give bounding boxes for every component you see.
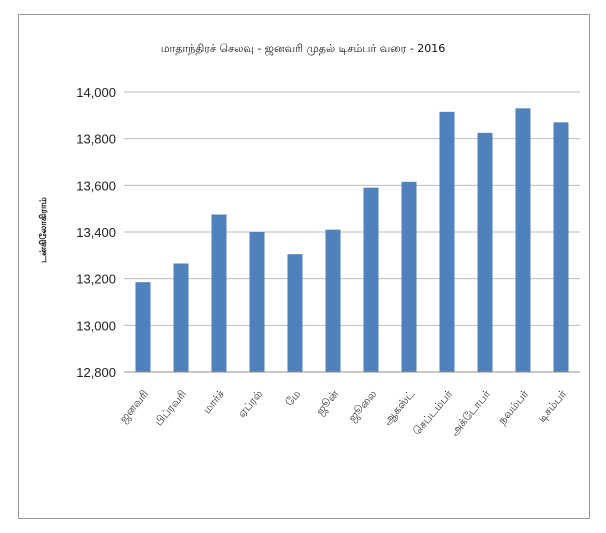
- y-axis-label: டன்கிலோகிராம்: [38, 197, 49, 263]
- bar: [287, 254, 303, 372]
- x-tick-label: டிசம்பர்: [535, 387, 569, 424]
- bar: [173, 263, 189, 372]
- chart-title: மாதாந்திரச் செலவு - ஜனவரி முதல் டிசம்பர்…: [161, 42, 446, 56]
- bar: [135, 282, 151, 372]
- bar: [249, 232, 265, 372]
- x-tick-label: ஏப்ரல்: [235, 388, 265, 421]
- bars: [135, 108, 569, 372]
- bar: [325, 229, 341, 372]
- chart-frame: [18, 14, 590, 519]
- bar: [401, 181, 417, 372]
- bar: [439, 111, 455, 372]
- y-axis-ticks: 12,800 13,000 13,200 13,400 13,600 13,800 14,0…: [76, 85, 116, 380]
- x-tick-label: ஜூன்: [313, 387, 342, 418]
- y-tick-label: 14,000: [76, 85, 116, 100]
- y-tick-label: 13,800: [76, 132, 116, 147]
- x-tick-label: மே: [283, 387, 304, 408]
- x-tick-label: நவம்பர்: [495, 387, 531, 426]
- bar: [363, 187, 379, 372]
- bar: [553, 122, 569, 372]
- bar: [211, 214, 227, 372]
- y-tick-label: 12,800: [76, 365, 116, 380]
- x-tick-label: ஆகஸ்ட்: [381, 387, 418, 427]
- x-tick-label: ஜனவரி: [117, 388, 152, 426]
- x-tick-label: ஜூலை: [346, 388, 381, 425]
- y-tick-label: 13,400: [76, 225, 116, 240]
- x-tick-label: மார்ச்: [200, 388, 227, 417]
- gridlines: [124, 91, 580, 373]
- y-tick-label: 13,600: [76, 178, 116, 193]
- x-axis-ticks: ஜனவரி பிப்ரவரி மார்ச் ஏப்ரல் மே ஜூன் ஜூலை ஆகஸ்ட…: [117, 387, 570, 438]
- x-tick-label: பிப்ரவரி: [152, 388, 189, 429]
- x-tick-label: அக்டோபர்: [448, 387, 494, 438]
- y-tick-label: 13,200: [76, 272, 116, 287]
- y-tick-label: 13,000: [76, 318, 116, 333]
- bar: [515, 108, 531, 372]
- bar: [477, 132, 493, 372]
